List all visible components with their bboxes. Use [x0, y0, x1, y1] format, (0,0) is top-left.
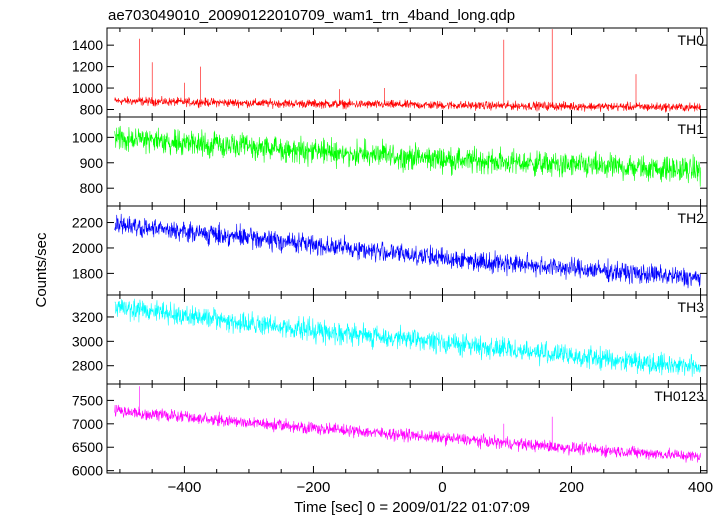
y-tick-label: 1200 — [72, 59, 103, 75]
x-tick-label: 0 — [438, 479, 446, 496]
panel-th0: 800 1000 1200 1400 TH0 — [72, 27, 708, 118]
panel-th1: 800 900 1000 TH1 — [72, 116, 708, 207]
y-tick-label: 800 — [80, 180, 104, 196]
y-tick-label: 1000 — [72, 80, 103, 96]
series-th1 — [114, 125, 701, 187]
panel-label-th2: TH2 — [678, 210, 705, 226]
y-tick-label: 1400 — [72, 37, 103, 53]
y-tick-label: 1000 — [72, 129, 103, 145]
panel-th2: 1800 2000 2200 TH2 — [72, 205, 708, 296]
y-tick-label: 900 — [80, 155, 104, 171]
x-tick-label: −400 — [168, 479, 202, 496]
series-th0 — [114, 29, 701, 113]
panel-label-th1: TH1 — [678, 121, 705, 137]
series-th0123 — [114, 386, 701, 463]
y-tick-label: 6000 — [72, 463, 103, 479]
y-tick-label: 2200 — [72, 215, 103, 231]
chart-title: ae703049010_20090122010709_wam1_trn_4ban… — [108, 7, 515, 24]
panel-th3: 2800 3000 3200 TH3 — [72, 294, 708, 385]
y-axis-label: Counts/sec — [33, 232, 50, 308]
series-th3 — [114, 298, 701, 377]
y-tick-label: 1800 — [72, 265, 103, 281]
y-tick-label: 3000 — [72, 333, 103, 349]
y-tick-label: 2800 — [72, 358, 103, 374]
y-tick-label: 7000 — [72, 416, 103, 432]
y-tick-label: 800 — [80, 101, 104, 117]
y-tick-label: 7500 — [72, 392, 103, 408]
panel-frame — [106, 383, 708, 474]
series-th2 — [114, 213, 701, 289]
y-tick-label: 3200 — [72, 309, 103, 325]
x-axis-label: Time [sec] 0 = 2009/01/22 01:07:09 — [294, 499, 530, 516]
panel-th0123: 6000 6500 7000 7500 TH0123 — [72, 383, 708, 479]
x-tick-label: 200 — [559, 479, 584, 496]
y-tick-label: 2000 — [72, 240, 103, 256]
panel-label-th3: TH3 — [678, 299, 705, 315]
y-tick-label: 6500 — [72, 439, 103, 455]
x-tick-label: 400 — [688, 479, 713, 496]
panel-label-th0123: TH0123 — [654, 388, 704, 404]
x-tick-label: −200 — [297, 479, 331, 496]
panel-label-th0: TH0 — [678, 32, 705, 48]
